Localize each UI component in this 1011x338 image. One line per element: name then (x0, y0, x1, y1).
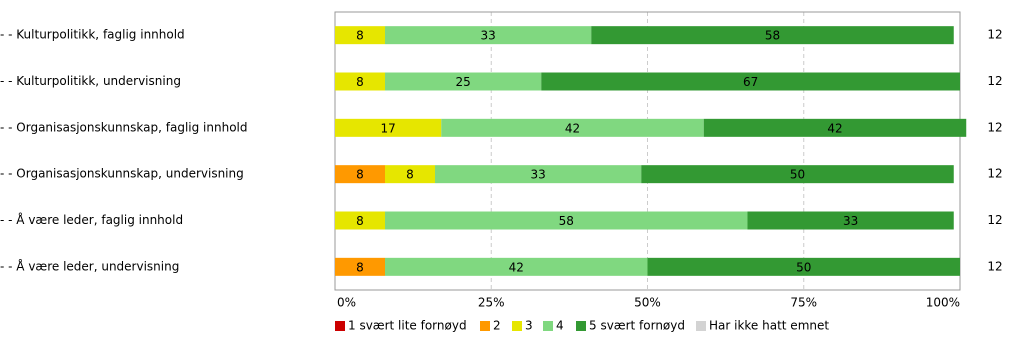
bar-segment (335, 257, 385, 276)
value-label: 50 (790, 168, 805, 182)
bar-segment (335, 26, 385, 45)
legend-swatch (335, 321, 345, 331)
y-tick-label: - - Å være leder, faglig innhold (0, 212, 183, 227)
bar-segment (591, 26, 954, 45)
x-tick-label: 50% (634, 296, 661, 310)
bar-segment (335, 118, 442, 137)
legend-label: 1 svært lite fornøyd (348, 319, 467, 333)
x-tick-label: 75% (790, 296, 817, 310)
value-label: 8 (406, 168, 414, 182)
bar-segment (747, 211, 954, 230)
legend-swatch (576, 321, 586, 331)
bar-segment (335, 72, 385, 91)
legend-label: 3 (525, 319, 533, 333)
value-label: 42 (565, 121, 580, 135)
legend-swatch (512, 321, 522, 331)
legend-label: 2 (493, 319, 501, 333)
x-tick-label: 0% (337, 296, 356, 310)
x-tick-label: 25% (478, 296, 505, 310)
count-label: 12 (987, 167, 1002, 181)
y-tick-label: - - Kulturpolitikk, faglig innhold (0, 28, 185, 42)
count-label: 12 (987, 28, 1002, 42)
y-tick-label: - - Organisasjonskunnskap, undervisning (0, 167, 244, 181)
bar-segment (385, 72, 542, 91)
bar-segment (641, 165, 954, 184)
bar-segment (385, 211, 748, 230)
value-label: 8 (356, 29, 364, 43)
value-label: 33 (480, 29, 495, 43)
value-label: 17 (380, 121, 395, 135)
bar-segment (385, 26, 592, 45)
count-label: 12 (987, 74, 1002, 88)
count-label: 12 (987, 120, 1002, 134)
value-label: 58 (765, 29, 780, 43)
legend-label: Har ikke hatt emnet (709, 319, 829, 333)
bar-segment (441, 118, 704, 137)
value-label: 58 (559, 214, 574, 228)
y-tick-label: - - Å være leder, undervisning (0, 258, 179, 273)
value-label: 8 (356, 260, 364, 274)
value-label: 42 (827, 121, 842, 135)
bar-segment (647, 257, 960, 276)
value-label: 50 (796, 260, 811, 274)
legend-swatch (480, 321, 490, 331)
bar-segment (435, 165, 642, 184)
bar-segment (541, 72, 960, 91)
legend-swatch (696, 321, 706, 331)
count-label: 12 (987, 259, 1002, 273)
value-label: 33 (843, 214, 858, 228)
value-label: 42 (509, 260, 524, 274)
bar-segment (335, 165, 385, 184)
value-label: 8 (356, 75, 364, 89)
value-label: 8 (356, 168, 364, 182)
plot-border (334, 11, 961, 291)
legend-label: 4 (556, 319, 564, 333)
bar-segment (385, 257, 648, 276)
legend-swatch (543, 321, 553, 331)
bar-segment (703, 118, 967, 137)
value-label: 67 (743, 75, 758, 89)
bar-segment (335, 211, 385, 230)
y-tick-label: - - Organisasjonskunnskap, faglig innhol… (0, 120, 247, 134)
y-tick-label: - - Kulturpolitikk, undervisning (0, 74, 181, 88)
x-tick-label: 100% (926, 296, 960, 310)
value-label: 25 (455, 75, 470, 89)
bar-segment (385, 165, 435, 184)
value-label: 33 (530, 168, 545, 182)
count-label: 12 (987, 213, 1002, 227)
legend-label: 5 svært fornøyd (589, 319, 685, 333)
value-label: 8 (356, 214, 364, 228)
